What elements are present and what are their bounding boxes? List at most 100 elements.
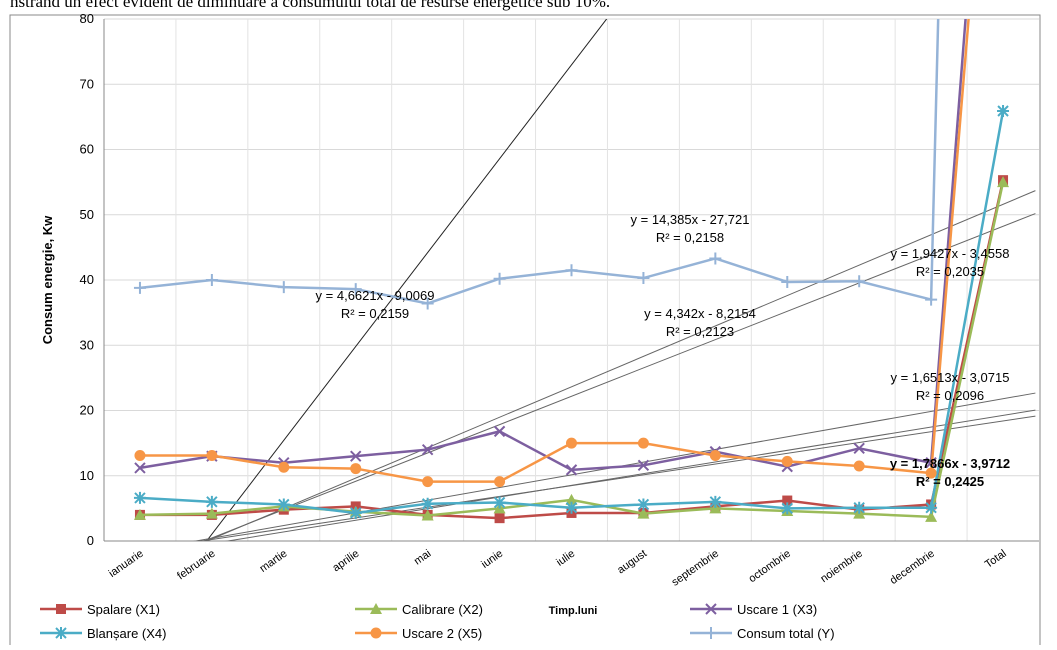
marker: [133, 508, 146, 520]
marker: [493, 272, 506, 285]
x-tick-label: ianuarie: [107, 548, 146, 580]
x-tick-label: mai: [412, 548, 433, 568]
trendline-r2: R² = 0,2159: [341, 306, 409, 321]
marker: [565, 493, 578, 505]
marker: [853, 275, 866, 288]
marker: [422, 476, 434, 488]
x-tick-label: noiembrie: [818, 548, 864, 586]
marker: [781, 455, 793, 467]
marker: [493, 425, 506, 438]
x-tick-label: Total: [983, 548, 1009, 571]
x-tick-label: decembrie: [888, 548, 937, 587]
marker: [997, 105, 1010, 118]
trendline-equation: y = 4,6621x - 9,0069: [316, 288, 435, 303]
caption: nstrând un efect evident de diminuare a …: [10, 0, 610, 11]
trendline: [206, 19, 608, 541]
marker: [370, 627, 382, 639]
legend-label: Consum total (Y): [737, 626, 835, 641]
marker: [997, 176, 1010, 188]
y-axis-title: Consum energie, Kw: [40, 215, 55, 344]
marker: [637, 437, 649, 449]
y-tick-label: 60: [80, 142, 94, 157]
series-line: [139, 19, 970, 483]
y-tick-label: 30: [80, 337, 94, 352]
x-tick-label: septembrie: [670, 548, 721, 589]
marker: [205, 495, 218, 508]
plot-area: [133, 19, 1036, 541]
x-tick-label: august: [615, 548, 649, 577]
marker: [782, 495, 793, 506]
trendline-equation: y = 1,7866x - 3,9712: [890, 456, 1010, 471]
marker: [925, 510, 938, 522]
x-tick-label: februarie: [175, 548, 217, 583]
legend-label: Spalare (X1): [87, 602, 160, 617]
x-tick-label: aprilie: [331, 548, 362, 575]
marker: [421, 509, 434, 521]
marker: [709, 502, 722, 514]
marker: [277, 281, 290, 294]
x-tick-label: martie: [258, 548, 290, 575]
marker: [277, 498, 290, 511]
marker: [565, 464, 578, 476]
x-tick-label: iunie: [479, 548, 505, 571]
marker: [134, 450, 146, 462]
marker: [350, 450, 362, 462]
x-tick-label: iulie: [554, 548, 577, 569]
y-tick-label: 50: [80, 207, 94, 222]
marker: [133, 281, 146, 294]
marker: [565, 264, 578, 277]
y-tick-label: 80: [80, 11, 94, 26]
marker: [925, 501, 938, 514]
legend-label: Blanșare (X4): [87, 626, 166, 641]
marker: [925, 293, 938, 306]
legend-label: Calibrare (X2): [402, 602, 483, 617]
y-tick-label: 10: [80, 468, 94, 483]
trendline-r2: R² = 0,2123: [666, 324, 734, 339]
marker: [349, 283, 362, 296]
marker: [56, 604, 66, 614]
marker: [637, 498, 650, 511]
marker: [205, 274, 218, 286]
marker: [853, 460, 865, 472]
marker: [925, 467, 937, 479]
trendline-equation: y = 1,9427x - 3,4558: [891, 246, 1010, 261]
trendline-r2: R² = 0,2158: [656, 230, 724, 245]
marker: [853, 442, 865, 455]
x-axis-title: Timp.luni: [549, 605, 598, 617]
marker: [133, 491, 146, 504]
marker: [709, 252, 722, 265]
marker: [637, 272, 650, 285]
marker: [421, 297, 434, 310]
marker: [494, 513, 505, 524]
trendline-r2: R² = 0,2425: [916, 474, 984, 489]
trendline: [193, 392, 1036, 541]
marker: [565, 501, 578, 514]
marker: [637, 507, 650, 519]
marker: [206, 450, 218, 462]
trendline-r2: R² = 0,2035: [916, 264, 984, 279]
marker: [781, 275, 794, 288]
trendline-equation: y = 1,6513x - 3,0715: [891, 370, 1010, 385]
y-tick-label: 40: [80, 272, 94, 287]
trendline: [198, 415, 1036, 541]
marker: [205, 507, 218, 519]
x-tick-label: octombrie: [747, 548, 793, 586]
y-tick-label: 20: [80, 403, 94, 418]
y-tick-label: 0: [87, 533, 94, 548]
chart-frame: [9, 14, 1041, 650]
marker: [494, 476, 506, 488]
marker: [421, 443, 434, 456]
marker: [566, 437, 577, 449]
series-line: [139, 19, 940, 305]
marker: [350, 463, 362, 475]
marker: [781, 502, 794, 515]
series-line: [139, 19, 967, 472]
trendline: [224, 409, 1036, 541]
series-line: [139, 110, 1005, 515]
trendline-equation: y = 4,342x - 8,2154: [644, 306, 756, 321]
marker: [705, 627, 717, 639]
marker: [637, 459, 650, 472]
marker: [349, 506, 362, 519]
marker: [705, 603, 717, 615]
